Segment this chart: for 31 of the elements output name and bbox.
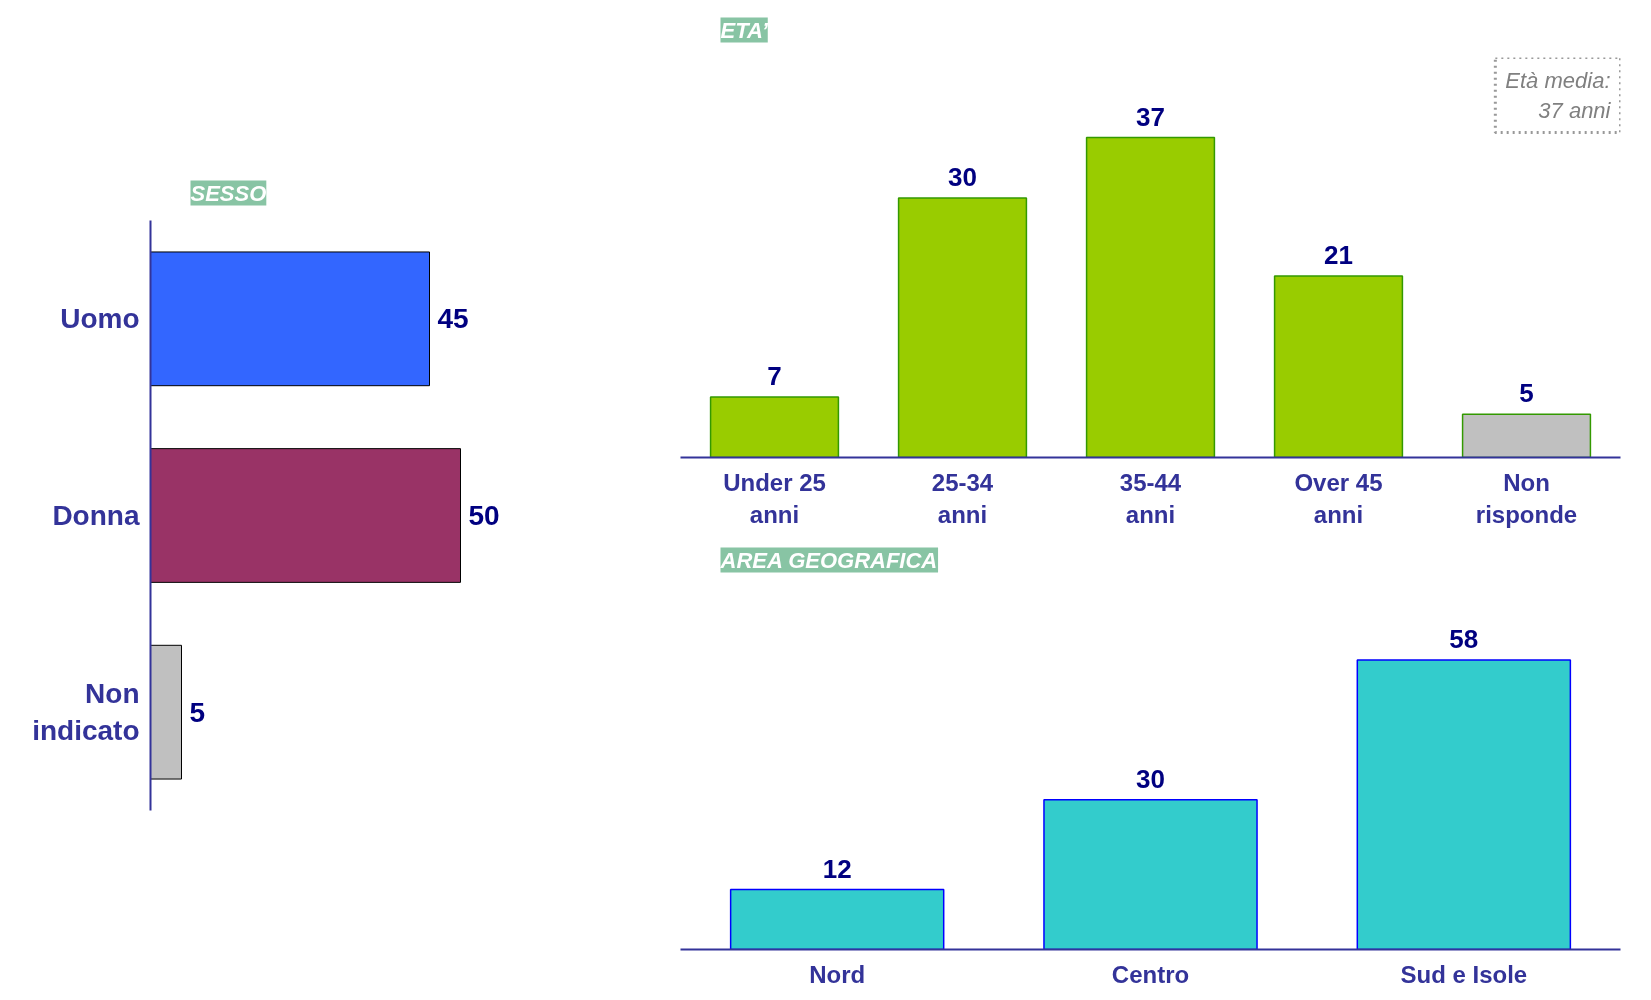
chart-title: AREA GEOGRAFICA xyxy=(719,547,938,573)
data-label: 58 xyxy=(1449,623,1479,654)
y-tick-label: Uomo xyxy=(60,303,140,335)
bar xyxy=(1273,275,1404,458)
data-label: 5 xyxy=(189,696,206,728)
x-tick-label: Centro xyxy=(1111,960,1190,988)
bar xyxy=(709,396,840,458)
y-tick-label: Non indicato xyxy=(32,678,140,747)
y-tick-label: Donna xyxy=(52,500,140,531)
x-tick-label: Sud e Isole xyxy=(1400,960,1528,988)
x-tick-label: 25-34 anni xyxy=(931,468,994,528)
data-label: 30 xyxy=(1136,763,1165,794)
data-label: 37 xyxy=(1136,101,1165,132)
x-tick-label: Non risponde xyxy=(1475,468,1578,528)
data-label: 12 xyxy=(822,853,852,884)
text: Età media: 37 anni xyxy=(1505,67,1612,123)
data-label: 50 xyxy=(468,500,500,531)
bar xyxy=(897,197,1028,458)
bar xyxy=(1461,413,1592,458)
data-label: 21 xyxy=(1324,239,1353,270)
bar xyxy=(1085,136,1216,458)
chart-title: SESSO xyxy=(190,180,267,206)
x-tick-label: Over 45 anni xyxy=(1294,468,1383,528)
data-label: 30 xyxy=(948,162,977,193)
chart-title: ETA’ xyxy=(720,17,769,43)
x-tick-label: 35-44 anni xyxy=(1119,468,1182,528)
data-label: 7 xyxy=(767,360,782,391)
x-tick-label: Under 25 anni xyxy=(723,468,826,528)
data-label: 5 xyxy=(1519,378,1534,409)
x-tick-label: Nord xyxy=(809,960,866,988)
data-label: 45 xyxy=(437,303,469,335)
